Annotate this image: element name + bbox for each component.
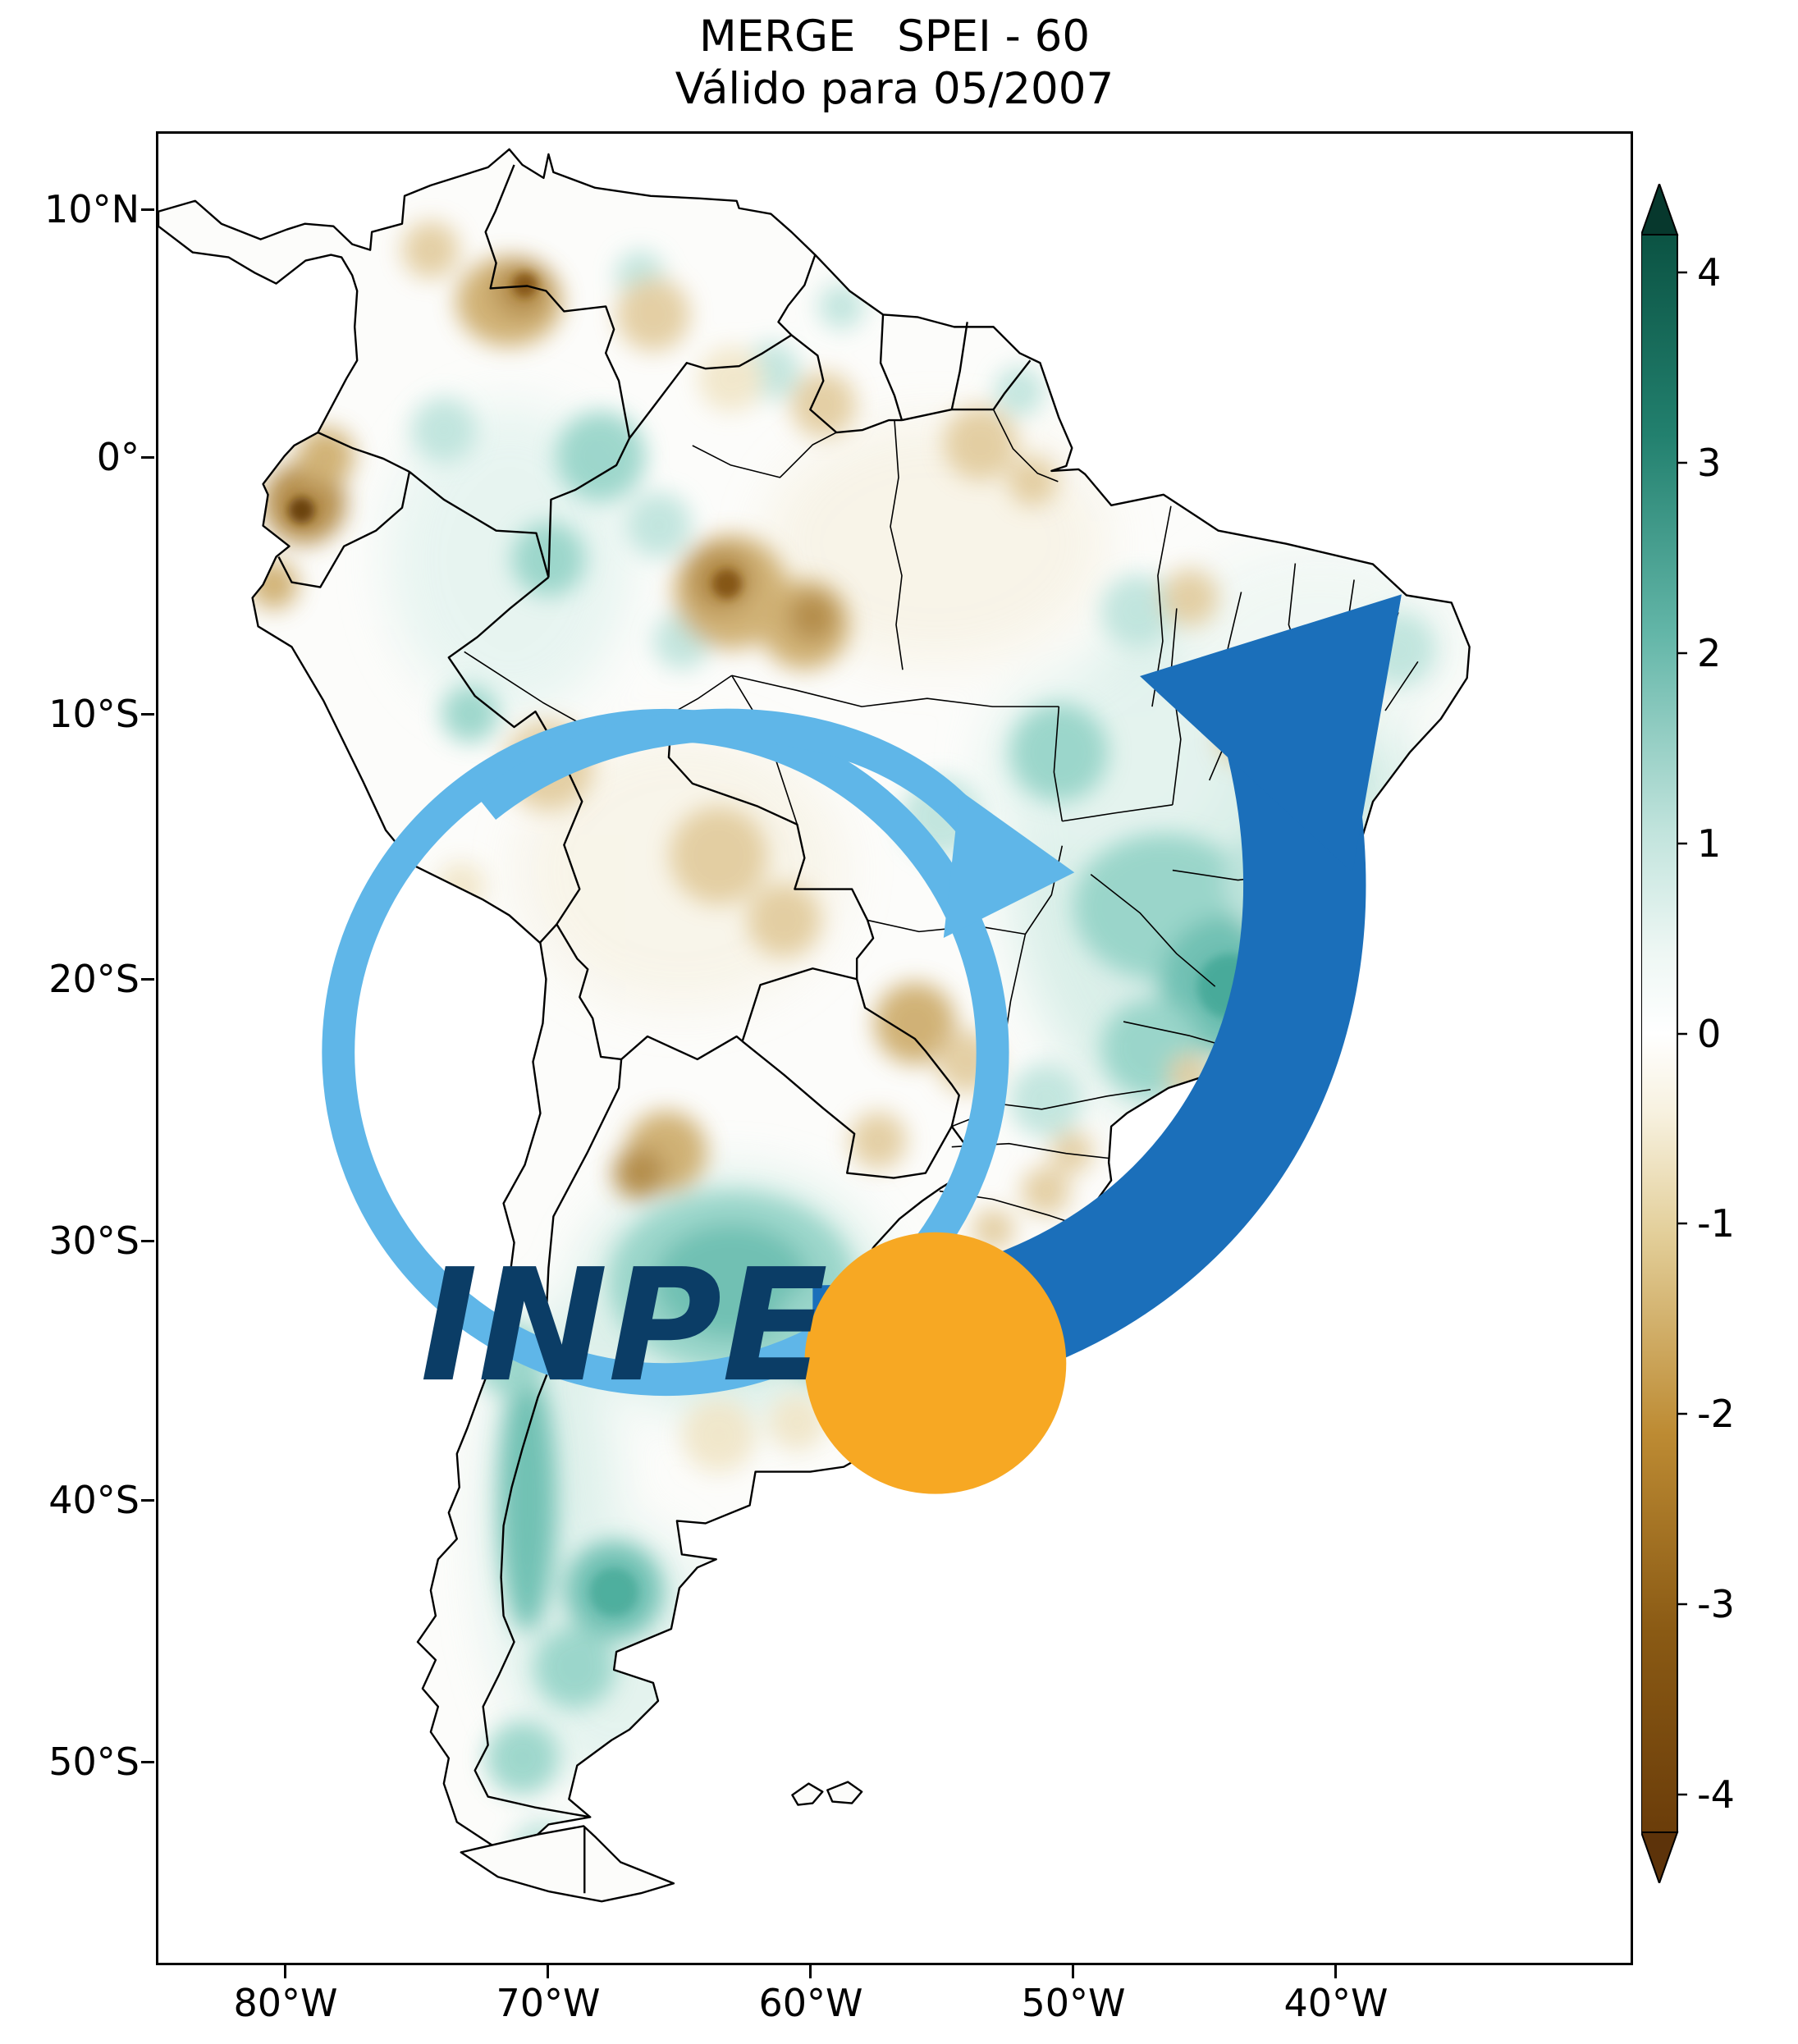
x-tick-mark — [547, 1965, 549, 1978]
x-tick-label: 80°W — [233, 1981, 338, 2025]
colorbar-tick-label: -4 — [1697, 1772, 1735, 1817]
colorbar-tick-marks — [1677, 271, 1687, 1796]
colorbar-tick-label: 3 — [1697, 441, 1722, 485]
colorbar-tick-label: 0 — [1697, 1012, 1722, 1056]
map-plot-area: INPE — [156, 131, 1633, 1965]
y-tick-label: 0° — [96, 435, 140, 479]
x-tick-label: 60°W — [758, 1981, 863, 2025]
colorbar-tick-label: 1 — [1697, 821, 1722, 866]
inpe-logo-text: INPE — [420, 1235, 828, 1416]
y-tick-label: 50°S — [48, 1740, 140, 1784]
x-tick-mark — [1334, 1965, 1337, 1978]
y-tick-mark — [141, 1499, 154, 1502]
colorbar — [1641, 184, 1687, 1883]
y-tick-mark — [141, 456, 154, 459]
x-tick-mark — [809, 1965, 812, 1978]
figure-subtitle: Válido para 05/2007 — [675, 64, 1114, 114]
colorbar-tick-label: 4 — [1697, 250, 1722, 295]
y-tick-mark — [141, 1761, 154, 1763]
y-tick-label: 40°S — [48, 1478, 140, 1522]
y-tick-label: 10°N — [44, 187, 140, 231]
inpe-logo: INPE — [322, 594, 1402, 1494]
x-tick-label: 40°W — [1283, 1981, 1389, 2025]
y-tick-label: 10°S — [48, 692, 140, 736]
colorbar-tick-label: -3 — [1697, 1582, 1735, 1626]
x-tick-label: 50°W — [1021, 1981, 1126, 2025]
x-tick-label: 70°W — [496, 1981, 601, 2025]
figure-title: MERGE SPEI - 60 — [698, 11, 1091, 62]
x-tick-mark — [1072, 1965, 1074, 1978]
y-tick-label: 20°S — [48, 957, 140, 1001]
y-tick-mark — [141, 978, 154, 981]
y-tick-label: 30°S — [48, 1219, 140, 1263]
y-tick-mark — [141, 208, 154, 211]
colorbar-tick-label: -2 — [1697, 1392, 1735, 1436]
y-tick-mark — [141, 1240, 154, 1242]
y-tick-mark — [141, 713, 154, 716]
colorbar-tick-label: 2 — [1697, 631, 1722, 675]
x-tick-mark — [284, 1965, 286, 1978]
colorbar-tick-label: -1 — [1697, 1201, 1735, 1246]
